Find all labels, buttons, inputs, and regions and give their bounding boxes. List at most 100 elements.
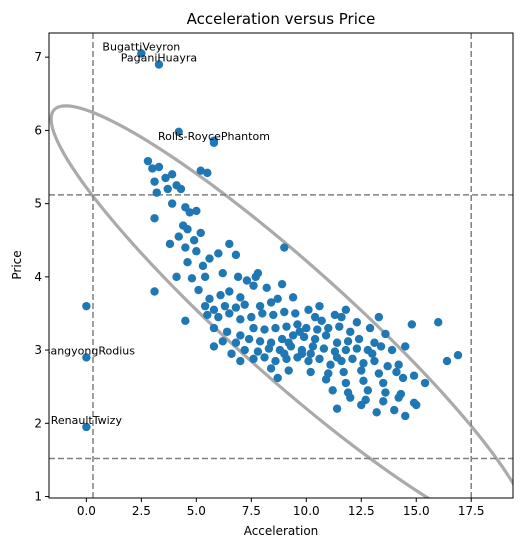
data-point [209,138,219,148]
chart-title: Acceleration versus Price [187,10,376,28]
data-point [236,356,245,366]
data-point [304,305,313,314]
data-point [233,272,243,282]
x-tick-label: 17.5 [458,504,485,518]
data-point [434,318,443,327]
data-point [315,354,324,364]
y-tick-label: 5 [34,197,42,211]
confidence-ellipse [49,104,513,498]
data-point [348,354,357,364]
data-point [401,342,410,351]
data-point [363,386,373,395]
data-point [295,327,304,336]
data-point [374,369,384,378]
data-point [359,376,368,386]
data-point [341,305,351,314]
data-point [189,236,199,245]
data-point [310,312,320,322]
data-point [343,337,353,346]
data-point [253,347,263,356]
data-point [277,279,287,289]
data-point [442,356,452,366]
data-point [453,351,463,360]
data-point [183,225,192,234]
data-point [196,166,205,175]
data-point [172,272,181,282]
data-point [341,378,351,388]
data-point [313,325,322,334]
data-point [330,310,340,320]
data-point [297,349,307,358]
data-point [392,367,401,377]
data-point [152,188,161,197]
point-annotation: PaganiHuayra [121,51,197,64]
data-point [321,375,331,384]
data-point [209,305,219,314]
data-point [339,367,348,377]
data-point [280,243,289,252]
data-point [181,243,190,252]
data-point [174,127,183,137]
data-point [225,309,234,318]
data-point [352,318,362,327]
data-point [150,177,159,186]
data-point [271,323,280,333]
data-point [319,344,329,353]
data-point [196,228,205,238]
data-point [255,337,265,346]
data-point [420,378,430,388]
data-point [288,293,298,302]
data-point [368,349,377,358]
x-tick-label: 2.5 [132,504,151,518]
data-point [154,60,164,69]
data-point [231,250,241,260]
data-point [194,285,203,295]
data-point [291,309,300,318]
data-point [394,393,403,402]
data-point [390,405,399,415]
data-point [165,239,175,249]
data-point [216,290,225,300]
data-point [231,303,241,312]
y-tick-label: 1 [34,490,42,504]
data-point [370,356,379,366]
data-point [332,404,342,413]
data-point [346,393,355,402]
data-point [293,320,302,329]
y-tick-label: 4 [34,270,42,284]
data-point [374,312,384,322]
data-point [357,400,366,410]
data-point [200,272,210,282]
y-axis-label: Price [10,250,24,279]
data-point [214,249,223,258]
data-point [394,360,403,369]
data-point [247,312,256,322]
data-point [401,411,410,421]
data-point [161,173,170,183]
data-point [264,344,274,353]
data-point [150,287,159,296]
data-point [192,247,201,256]
data-point [310,334,320,344]
data-point [409,371,419,380]
data-point [163,184,172,194]
data-point [304,356,313,366]
data-point [218,337,227,346]
y-tick-label: 6 [34,123,42,137]
data-point [280,349,289,358]
data-point [236,331,245,340]
x-tick-label: 10.0 [293,504,320,518]
data-point [280,307,289,317]
data-point [236,293,245,302]
data-point [381,329,390,339]
data-point [154,162,164,172]
data-point [240,345,249,355]
data-point [181,316,190,325]
data-point [306,367,315,377]
data-point [183,258,192,267]
data-point [352,344,362,353]
data-point [284,338,293,347]
data-point [200,301,210,311]
data-point [249,354,258,364]
data-point [205,254,214,263]
